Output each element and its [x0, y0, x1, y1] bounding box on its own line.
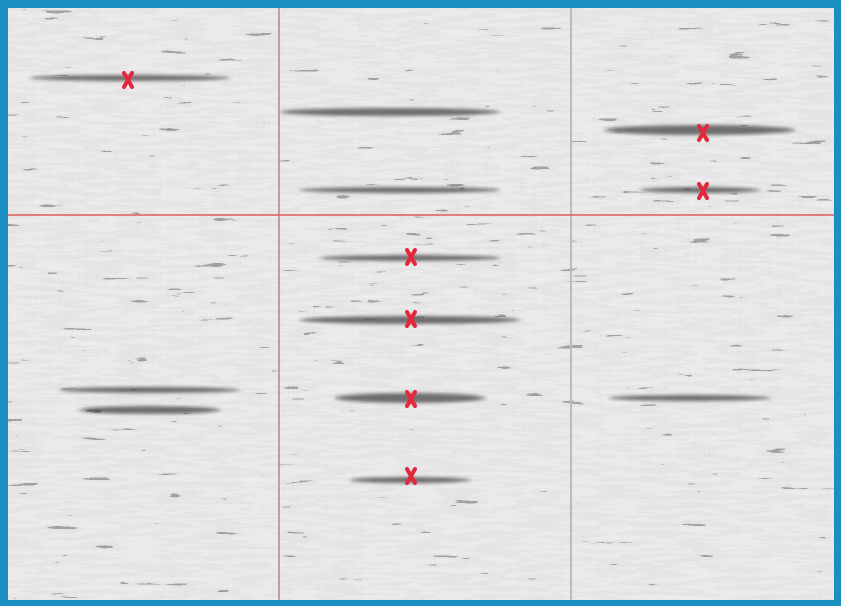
- page: [0, 0, 841, 606]
- seismic-view: [0, 0, 841, 606]
- trace-stripes: [8, 8, 834, 600]
